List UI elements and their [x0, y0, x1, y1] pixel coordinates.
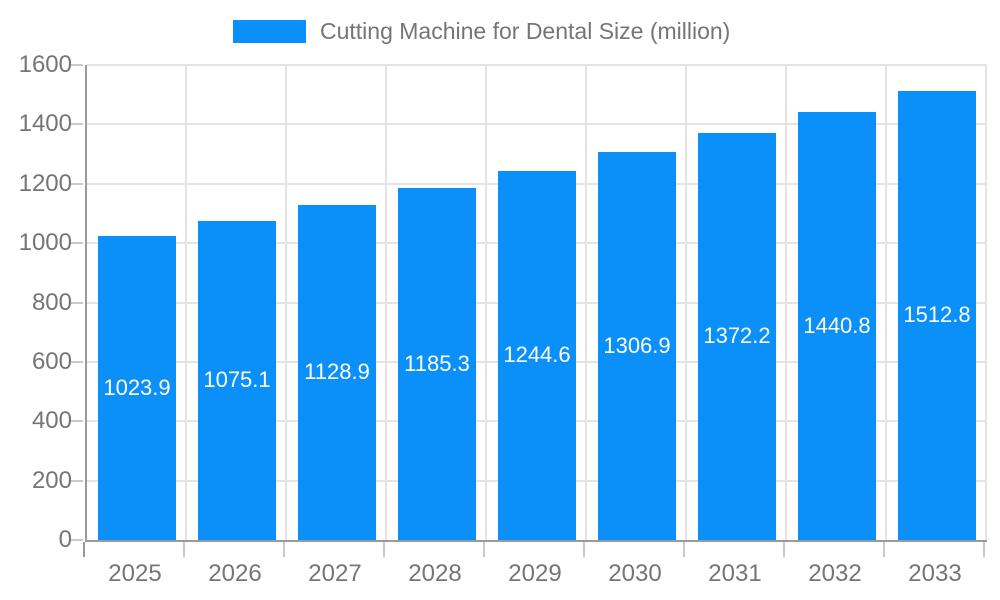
- x-axis-tick: [283, 542, 285, 557]
- y-axis-tick-label: 1400: [18, 110, 72, 138]
- bar-value-label: 1023.9: [103, 375, 171, 401]
- legend-swatch: [233, 19, 306, 43]
- y-axis-tick: [71, 479, 83, 482]
- bar: 1185.3: [398, 188, 476, 540]
- y-gridline: [87, 64, 987, 66]
- bar-value-label: 1075.1: [203, 367, 271, 393]
- y-axis-tick-label: 200: [31, 466, 72, 494]
- y-gridline: [87, 123, 987, 126]
- x-axis-tick-label: 2026: [208, 560, 262, 587]
- x-axis-tick-label: 2030: [608, 560, 662, 587]
- x-axis-tick-label: 2027: [308, 560, 362, 587]
- bar-value-label: 1440.8: [803, 313, 871, 339]
- bar-value-label: 1185.3: [404, 351, 470, 377]
- x-gridline: [485, 65, 487, 540]
- bar-value-label: 1512.8: [903, 302, 971, 328]
- x-axis-tick-label: 2029: [508, 560, 562, 587]
- x-gridline: [885, 65, 887, 540]
- x-axis-tick: [783, 542, 785, 557]
- x-axis-tick: [383, 542, 385, 557]
- y-axis-tick-label: 400: [31, 407, 72, 435]
- y-axis-tick: [71, 123, 83, 126]
- y-axis-tick: [71, 360, 83, 363]
- bar: 1372.2: [698, 132, 776, 540]
- legend-label: Cutting Machine for Dental Size (million…: [320, 18, 731, 44]
- x-gridline: [685, 65, 687, 540]
- bar: 1128.9: [298, 204, 376, 540]
- y-axis-tick: [71, 420, 83, 423]
- y-axis-tick-label: 800: [31, 288, 72, 316]
- bar: 1023.9: [98, 236, 176, 540]
- x-axis-tick-label: 2031: [708, 560, 762, 587]
- y-axis-tick-label: 1200: [18, 169, 72, 197]
- y-axis-tick: [71, 242, 83, 245]
- x-gridline: [385, 65, 387, 540]
- x-gridline: [285, 65, 287, 540]
- bar-value-label: 1128.9: [304, 359, 370, 385]
- x-axis-tick-label: 2028: [408, 560, 462, 587]
- x-axis-tick-label: 2025: [108, 560, 162, 587]
- x-axis-tick-label: 2032: [808, 560, 862, 587]
- x-gridline: [985, 65, 987, 540]
- bar-value-label: 1244.6: [503, 342, 571, 368]
- bar: 1075.1: [198, 220, 276, 540]
- y-axis-tick: [71, 64, 83, 66]
- x-axis-tick: [583, 542, 585, 557]
- x-gridline: [185, 65, 187, 540]
- x-gridline: [585, 65, 587, 540]
- y-axis-tick: [71, 182, 83, 185]
- x-gridline: [785, 65, 787, 540]
- x-axis-tick: [183, 542, 185, 557]
- bar: 1244.6: [498, 170, 576, 540]
- bar-value-label: 1306.9: [603, 333, 671, 358]
- y-axis-tick-label: 1000: [18, 229, 72, 257]
- x-axis-tick: [883, 542, 885, 557]
- bar: 1440.8: [798, 112, 876, 540]
- y-axis-tick-label: 600: [31, 347, 72, 375]
- legend: Cutting Machine for Dental Size (million…: [233, 18, 730, 44]
- x-axis-tick: [683, 542, 685, 557]
- x-axis-tick-label: 2033: [908, 560, 962, 587]
- plot-area: 1023.9 1075.1 1128.9 1185.3 1244.6 1306.9 1372…: [85, 64, 987, 542]
- y-axis-tick: [71, 539, 83, 541]
- x-axis-tick: [83, 542, 85, 557]
- bar-value-label: 1372.2: [703, 323, 771, 349]
- bar: 1306.9: [598, 152, 676, 540]
- y-axis-tick-label: 1600: [18, 51, 72, 78]
- x-axis-tick: [483, 542, 485, 557]
- y-axis-tick-label: 0: [58, 526, 72, 553]
- y-axis-tick: [71, 301, 83, 304]
- x-axis-tick: [983, 542, 985, 557]
- bar: 1512.8: [898, 90, 976, 540]
